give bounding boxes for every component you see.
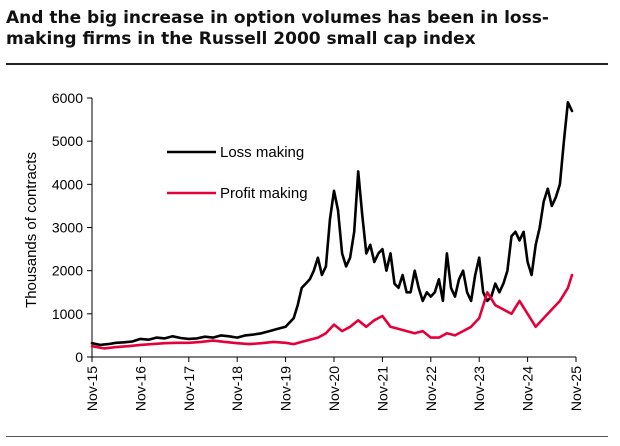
y-ticks: 0 1000 2000 3000 4000 5000 6000 [52, 90, 92, 365]
y-tick-label: 6000 [52, 90, 83, 106]
legend-label-loss-making: Loss making [220, 144, 304, 161]
x-tick-label: Nov-21 [374, 366, 390, 411]
x-tick-label: Nov-22 [423, 366, 439, 411]
legend-label-profit-making: Profit making [220, 185, 308, 202]
y-tick-label: 5000 [52, 133, 83, 149]
series-line-profit-making [90, 273, 574, 350]
x-tick-label: Nov-15 [84, 366, 100, 411]
y-tick-label: 4000 [52, 176, 83, 192]
x-tick-label: Nov-24 [520, 366, 536, 411]
y-axis-label: Thousands of contracts [23, 152, 40, 308]
x-tick-label: Nov-23 [471, 366, 487, 411]
y-tick-label: 0 [75, 349, 83, 365]
chart-title: And the big increase in option volumes h… [6, 8, 549, 49]
y-tick-label: 1000 [52, 306, 83, 322]
x-tick-label: Nov-18 [229, 366, 245, 411]
series-lines [90, 101, 574, 350]
x-tick-label: Nov-19 [278, 366, 294, 411]
x-tick-label: Nov-16 [132, 366, 148, 411]
legend: Loss making Profit making [167, 144, 308, 202]
title-divider [6, 63, 608, 65]
y-tick-label: 3000 [52, 220, 83, 236]
x-tick-label: Nov-20 [326, 366, 342, 411]
axes [91, 98, 576, 358]
y-tick-label: 2000 [52, 263, 83, 279]
series-line-loss-making [90, 101, 574, 347]
bottom-divider [6, 436, 608, 437]
x-tick-label: Nov-25 [568, 366, 584, 411]
x-tick-label: Nov-17 [181, 366, 197, 411]
x-ticks: Nov-15 Nov-16 Nov-17 Nov-18 Nov-19 Nov-20 Nov-… [84, 357, 584, 411]
